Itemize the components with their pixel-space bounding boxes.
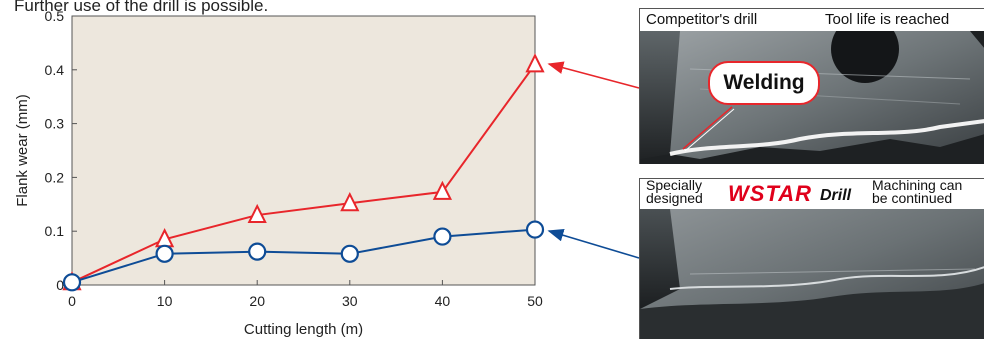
- x-tick-label: 30: [342, 293, 358, 309]
- caption: Further use of the drill is possible.: [14, 0, 269, 15]
- plot-area: [71, 15, 536, 286]
- triangle-point: [525, 53, 545, 73]
- circle-point: [155, 244, 174, 263]
- x-tick-label: 20: [249, 293, 265, 309]
- y-tick-label: 0: [56, 277, 64, 293]
- triangle-point: [340, 191, 360, 212]
- series-line-triangle: [71, 63, 536, 284]
- wstar-drill-photo: Specially designed WSTAR Drill Machining…: [639, 178, 984, 339]
- drill-logo-suffix: Drill: [820, 187, 852, 204]
- x-tick-label: 40: [435, 293, 451, 309]
- circle-point: [340, 244, 359, 263]
- welding-callout: Welding: [708, 61, 820, 105]
- axes: 0 0.1 0.2 0.3 0.4 0.5 0 10 20 30 40 50: [45, 8, 543, 309]
- x-tick-label: 0: [68, 293, 76, 309]
- wstar-label-bar: Specially designed WSTAR Drill Machining…: [640, 179, 984, 209]
- series-layer: [62, 53, 545, 292]
- y-tick-label: 0.4: [45, 62, 65, 78]
- y-axis-label: Flank wear (mm): [14, 94, 31, 207]
- competitor-label-bar: Competitor's drill Tool life is reached: [640, 9, 984, 31]
- y-tick-label: 0.3: [45, 116, 65, 132]
- flank-wear-chart: 0 0.1 0.2 0.3 0.4 0.5 0 10 20 30 40 50 Cutting leng…: [14, 8, 545, 338]
- wstar-logo: WSTAR: [728, 181, 813, 206]
- tool-life-label: Tool life is reached: [825, 11, 950, 28]
- welding-text: Welding: [723, 71, 805, 94]
- circle-point: [525, 220, 545, 239]
- y-tick-label: 0.2: [45, 169, 65, 185]
- circle-point: [62, 273, 82, 292]
- y-tick-label: 0.1: [45, 223, 65, 239]
- competitor-drill-photo: Competitor's drill Tool life is reached …: [639, 8, 984, 164]
- x-tick-label: 10: [157, 293, 173, 309]
- x-tick-label: 50: [527, 293, 543, 309]
- triangle-point: [247, 203, 267, 224]
- series-line-circle: [71, 228, 536, 284]
- x-axis-label: Cutting length (m): [244, 321, 363, 338]
- machining-continued-label: Machining can be continued: [872, 178, 963, 206]
- circle-point: [433, 227, 452, 246]
- competitor-label: Competitor's drill: [646, 11, 758, 28]
- specially-designed-label: Specially designed: [646, 178, 703, 206]
- y-tick-label: 0.5: [45, 8, 65, 24]
- triangle-point: [432, 180, 453, 200]
- circle-point: [248, 242, 267, 261]
